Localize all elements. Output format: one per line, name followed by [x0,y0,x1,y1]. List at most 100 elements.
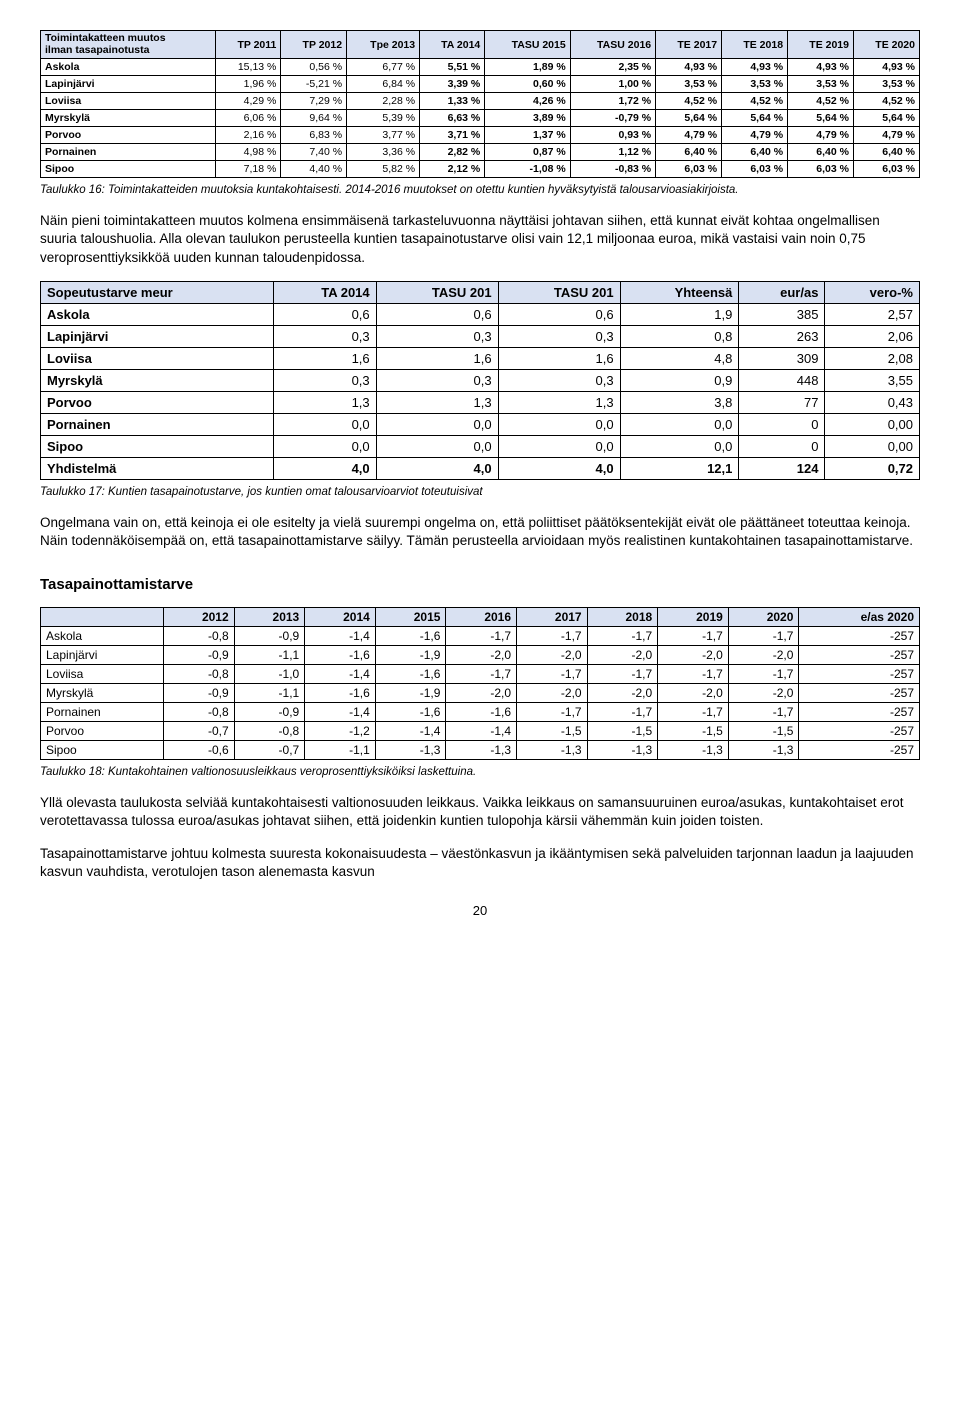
cell: 6,63 % [420,110,485,127]
t3-col: 2017 [517,608,588,627]
cell: -1,4 [305,665,376,684]
cell: 4,0 [498,457,620,479]
cell: 0,6 [376,303,498,325]
cell: 124 [739,457,825,479]
t1-header-line2: ilman tasapainotusta [45,45,211,57]
table-row: Sipoo-0,6-0,7-1,1-1,3-1,3-1,3-1,3-1,3-1,… [41,741,920,760]
cell: 2,57 [825,303,920,325]
cell: 0,0 [620,413,739,435]
cell: 6,03 % [722,161,788,178]
caption-table18: Taulukko 18: Kuntakohtainen valtionosuus… [40,766,920,778]
para-2: Ongelmana vain on, että keinoja ei ole e… [40,514,920,550]
cell: 5,82 % [347,161,420,178]
page-number: 20 [40,903,920,918]
cell: 0,3 [498,369,620,391]
cell: 0,93 % [570,127,655,144]
cell: -0,8 [164,703,235,722]
t3-col: e/as 2020 [799,608,920,627]
table-row: Askola-0,8-0,9-1,4-1,6-1,7-1,7-1,7-1,7-1… [41,627,920,646]
cell: -257 [799,684,920,703]
cell: 0,6 [498,303,620,325]
cell: 4,79 % [788,127,854,144]
cell: -1,7 [728,703,799,722]
table-row: Sipoo7,18 %4,40 %5,82 %2,12 %-1,08 %-0,8… [41,161,920,178]
cell: 0,60 % [485,76,570,93]
cell: 0,43 [825,391,920,413]
t2-col: TASU 201 [376,281,498,303]
row-label: Askola [41,627,164,646]
cell: -1,9 [375,684,446,703]
cell: -257 [799,627,920,646]
table-row: Askola0,60,60,61,93852,57 [41,303,920,325]
cell: 4,79 % [854,127,920,144]
cell: -0,79 % [570,110,655,127]
row-label: Loviisa [41,93,216,110]
cell: -1,6 [375,665,446,684]
cell: 5,64 % [788,110,854,127]
table-row: Pornainen0,00,00,00,000,00 [41,413,920,435]
cell: 4,29 % [216,93,281,110]
row-label: Lapinjärvi [41,76,216,93]
cell: 263 [739,325,825,347]
cell: -1,5 [658,722,729,741]
t3-col: 2019 [658,608,729,627]
cell: 0,0 [498,413,620,435]
row-label: Sipoo [41,161,216,178]
cell: -1,6 [446,703,517,722]
cell: -1,3 [517,741,588,760]
cell: -1,6 [375,703,446,722]
table-row: Loviisa-0,8-1,0-1,4-1,6-1,7-1,7-1,7-1,7-… [41,665,920,684]
cell: -0,83 % [570,161,655,178]
cell: -1,7 [517,627,588,646]
table-row: Pornainen4,98 %7,40 %3,36 %2,82 %0,87 %1… [41,144,920,161]
cell: 0,0 [498,435,620,457]
cell: 3,53 % [788,76,854,93]
cell: 6,03 % [854,161,920,178]
t2-col: Sopeutustarve meur [41,281,274,303]
table-row: Loviisa1,61,61,64,83092,08 [41,347,920,369]
cell: 4,93 % [722,59,788,76]
cell: -2,0 [728,646,799,665]
cell: -0,9 [164,646,235,665]
t2-col: Yhteensä [620,281,739,303]
cell: 0,9 [620,369,739,391]
cell: -1,1 [234,646,305,665]
t1-col: TE 2017 [656,31,722,59]
row-label: Myrskylä [41,369,274,391]
para-1: Näin pieni toimintakatteen muutos kolmen… [40,212,920,267]
t3-col: 2014 [305,608,376,627]
cell: 1,37 % [485,127,570,144]
table-row: Lapinjärvi-0,9-1,1-1,6-1,9-2,0-2,0-2,0-2… [41,646,920,665]
t3-col: 2015 [375,608,446,627]
row-label: Loviisa [41,665,164,684]
cell: -1,7 [658,703,729,722]
t2-col: TA 2014 [273,281,376,303]
table-row: Sipoo0,00,00,00,000,00 [41,435,920,457]
cell: 6,83 % [281,127,347,144]
cell: 4,98 % [216,144,281,161]
cell: 1,33 % [420,93,485,110]
cell: 2,28 % [347,93,420,110]
row-label: Sipoo [41,741,164,760]
cell: -2,0 [658,646,729,665]
table-row-total: Yhdistelmä4,04,04,012,11240,72 [41,457,920,479]
cell: 2,08 [825,347,920,369]
cell: -1,7 [587,665,658,684]
table-row: Pornainen-0,8-0,9-1,4-1,6-1,6-1,7-1,7-1,… [41,703,920,722]
cell: -1,3 [728,741,799,760]
cell: 3,53 % [722,76,788,93]
cell: -1,9 [375,646,446,665]
row-label: Askola [41,303,274,325]
t3-col: 2013 [234,608,305,627]
cell: -1,0 [234,665,305,684]
table-row: Myrskylä0,30,30,30,94483,55 [41,369,920,391]
cell: 1,9 [620,303,739,325]
cell: -0,7 [164,722,235,741]
cell: 0,3 [273,325,376,347]
cell: -2,0 [517,684,588,703]
cell: -1,3 [587,741,658,760]
cell: 0,6 [273,303,376,325]
t2-col: TASU 201 [498,281,620,303]
cell: -1,2 [305,722,376,741]
para-4: Tasapainottamistarve johtuu kolmesta suu… [40,845,920,881]
